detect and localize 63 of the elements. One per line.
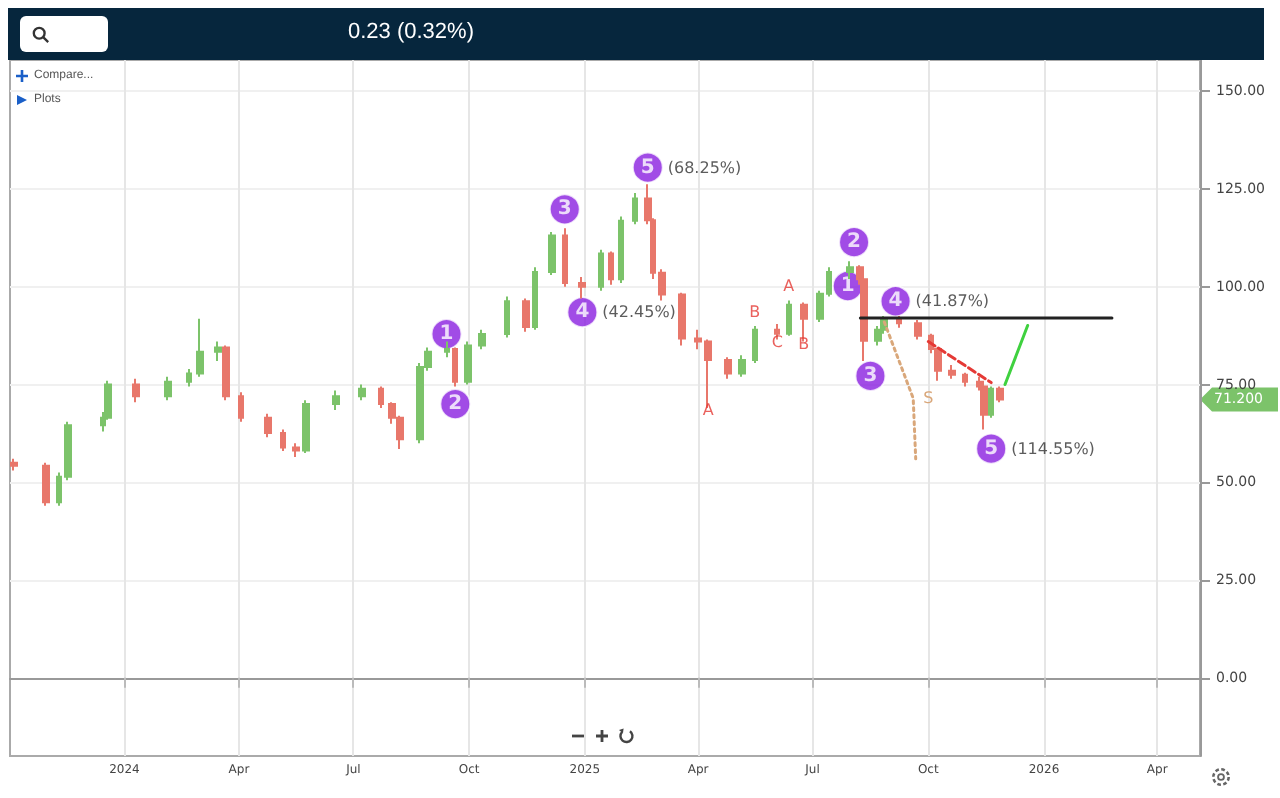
candlestick [10, 457, 18, 472]
candlestick [738, 354, 746, 378]
candlestick [292, 442, 300, 458]
candlestick [578, 276, 586, 300]
text: C [771, 332, 783, 351]
candlestick [874, 324, 882, 347]
annotation: 3 [557, 198, 572, 221]
candlestick [504, 295, 510, 339]
candlestick [988, 385, 994, 419]
text: B [749, 302, 761, 321]
candlestick [378, 385, 384, 409]
candlestick [186, 367, 192, 388]
candlestick [996, 385, 1004, 404]
candlestick [962, 371, 968, 388]
text: A [702, 401, 714, 419]
candlestick [618, 215, 624, 284]
candlestick [164, 375, 172, 402]
candlestick [678, 291, 686, 347]
annotation: (68.25%) [667, 158, 742, 177]
candlestick [598, 248, 604, 292]
candlestick [264, 412, 272, 439]
data-label: S [923, 389, 934, 408]
candlestick [358, 383, 366, 402]
candlestick [548, 231, 556, 277]
text: B [798, 334, 810, 353]
annotation: 2 [847, 231, 862, 254]
candlestick [332, 389, 340, 411]
chart-subtitle: 0.23 (0.32%) [348, 20, 474, 44]
candlestick [980, 383, 988, 431]
candlestick [132, 377, 140, 404]
annotation: 1 [439, 323, 454, 346]
candlestick [238, 391, 244, 423]
candlestick [632, 191, 638, 226]
annotation: (41.87%) [915, 292, 990, 311]
annotation: 5 [640, 156, 655, 179]
candlestick [214, 340, 222, 363]
candlestick [452, 346, 458, 388]
candlestick [786, 299, 792, 337]
candlestick [464, 340, 472, 386]
candlestick [42, 461, 50, 507]
annotation: (114.55%) [1011, 439, 1095, 458]
annotation: 3 [863, 364, 878, 387]
annotation: 2 [448, 393, 463, 416]
candlestick [222, 344, 230, 402]
annotation: 4 [575, 301, 590, 324]
candlestick [846, 260, 854, 280]
candlestick [478, 328, 486, 351]
candlestick [562, 227, 568, 288]
candlestick [522, 297, 530, 333]
candlestick [948, 363, 956, 380]
candlestick [724, 356, 732, 380]
candlestick [532, 266, 538, 331]
candlestick [444, 340, 450, 359]
candlestick [280, 428, 286, 453]
candlestick [914, 319, 922, 341]
candlestick [196, 317, 204, 378]
annotation: (42.45%) [602, 303, 676, 322]
candlestick [752, 324, 758, 365]
text: A [783, 277, 795, 296]
candlestick [302, 399, 310, 454]
annotation: 5 [984, 437, 999, 460]
annotation: 4 [888, 290, 903, 313]
candlestick [608, 250, 614, 286]
